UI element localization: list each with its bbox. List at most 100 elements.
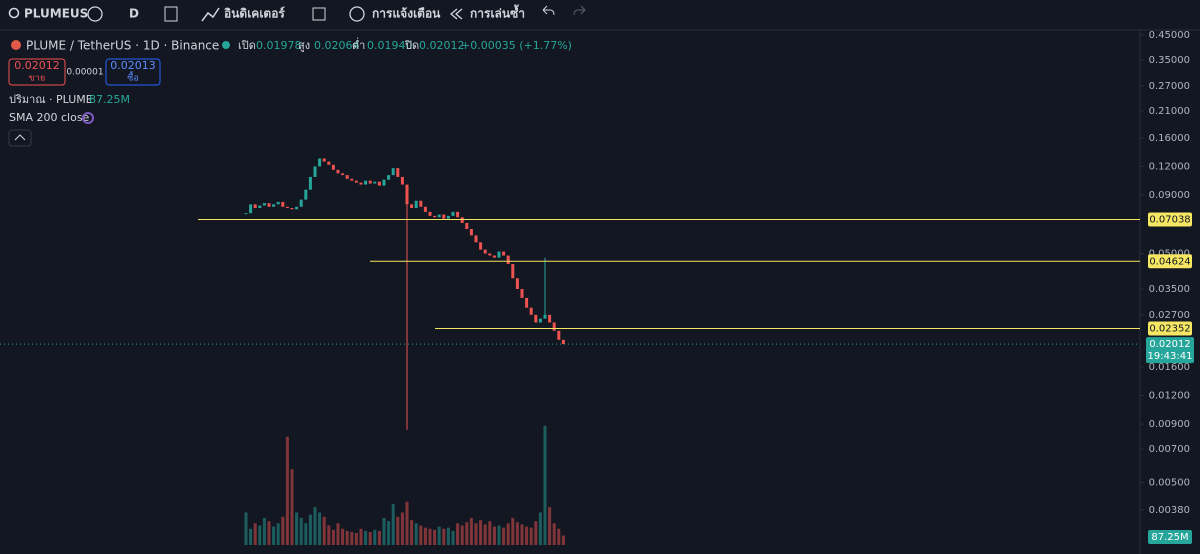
last-price-tag [1146,337,1194,364]
layouts[interactable] [312,7,326,21]
y-tick-label: 0.12000 [1149,161,1190,172]
volume-bar [267,521,271,545]
replay-icon[interactable] [449,8,463,20]
volume-bar [529,527,533,545]
candle [529,307,533,315]
candle [502,251,506,256]
add-symbol[interactable] [87,6,103,22]
volume-bar [258,525,262,545]
candle [295,206,299,210]
candle [387,175,391,180]
candle [515,278,519,290]
candle [423,206,427,212]
chart-type[interactable] [164,6,178,22]
volume-bar [396,516,400,545]
volume-bar [506,523,510,545]
volume-value: 87.25M [89,93,130,106]
alerts[interactable]: การแจ้งเตือน [372,7,441,21]
candle [368,180,372,184]
candle [285,206,289,209]
interval[interactable]: D [129,7,139,21]
change: +0.00035 (+1.77%) [461,39,572,52]
candle [281,201,285,207]
volume-bar [483,524,487,545]
candle [253,204,257,209]
spread: 0.00001 [66,68,103,78]
collapse-icon [14,134,26,141]
volume-bar [308,514,312,545]
volume-bar [451,530,455,545]
low: 0.01940 [367,39,413,52]
candle [299,199,303,207]
alert-icon[interactable] [349,6,365,22]
volume-bar [515,522,519,545]
y-tick-label: 0.00380 [1149,505,1190,516]
indicators-icon[interactable] [201,7,220,22]
y-tick-label: 0.27000 [1149,81,1190,92]
buy-price: 0.02013 [110,59,156,72]
volume-bar [382,517,386,545]
close: 0.02012 [419,39,465,52]
buy-label: ซื้อ [127,71,139,84]
y-tick-label: 0.21000 [1149,106,1190,117]
y-tick-label: 0.16000 [1149,133,1190,144]
y-tick-label: 0.09000 [1149,190,1190,201]
indicators[interactable]: อินดิเคเตอร์ [224,7,285,21]
candle [548,314,552,323]
volume-bar [479,520,483,545]
candle [419,200,423,207]
collapse-legend[interactable] [8,129,32,147]
replay[interactable]: การเล่นซ้ำ [470,4,525,21]
volume-bar [341,528,345,545]
volume-bar [525,526,529,545]
candle [290,208,294,210]
candle [405,184,409,205]
volume-bar [552,523,556,545]
volume-bar [405,501,409,545]
volume-bar [281,516,285,545]
candle [400,176,404,185]
volume-bar [377,530,381,545]
volume-bar [433,529,437,545]
buy-button[interactable] [105,58,161,86]
candle [428,211,432,216]
volume-bar [391,503,395,545]
y-tick-label: 0.03500 [1149,284,1190,295]
volume-bar [313,507,317,545]
candle [304,189,308,200]
search-icon[interactable] [8,7,20,19]
volume-bar [276,523,280,545]
volume-bar [368,532,372,545]
level-label: 0.04624 [1149,256,1190,267]
candle [382,179,386,186]
level-tag [1148,254,1192,269]
candle [350,178,354,181]
volume-bar [561,535,565,545]
candle [479,242,483,250]
volume-bar [469,517,473,545]
candle [272,204,276,207]
undo[interactable] [542,5,555,16]
candle [267,203,271,207]
candle [276,201,280,205]
candle [534,314,538,323]
volume-axis-label: 87.25M [1151,532,1188,543]
volume-bar [446,527,450,545]
candle [322,158,326,162]
candle [244,213,248,215]
candle [331,164,335,170]
volume-bar [543,425,547,545]
countdown: 19:43:41 [1148,351,1193,362]
candle [465,222,469,229]
volume-bar [336,523,340,545]
symbol[interactable]: PLUMEUS [24,7,88,21]
sma-icon[interactable] [82,112,94,124]
legend-title: PLUME / TetherUS · 1D · Binance [26,39,219,53]
y-tick-label: 0.01200 [1149,391,1190,402]
volume-bar [373,529,377,545]
redo[interactable] [573,5,586,16]
candle [336,169,340,174]
candle [308,176,312,190]
candle [318,158,322,167]
sell-button[interactable] [8,58,66,86]
